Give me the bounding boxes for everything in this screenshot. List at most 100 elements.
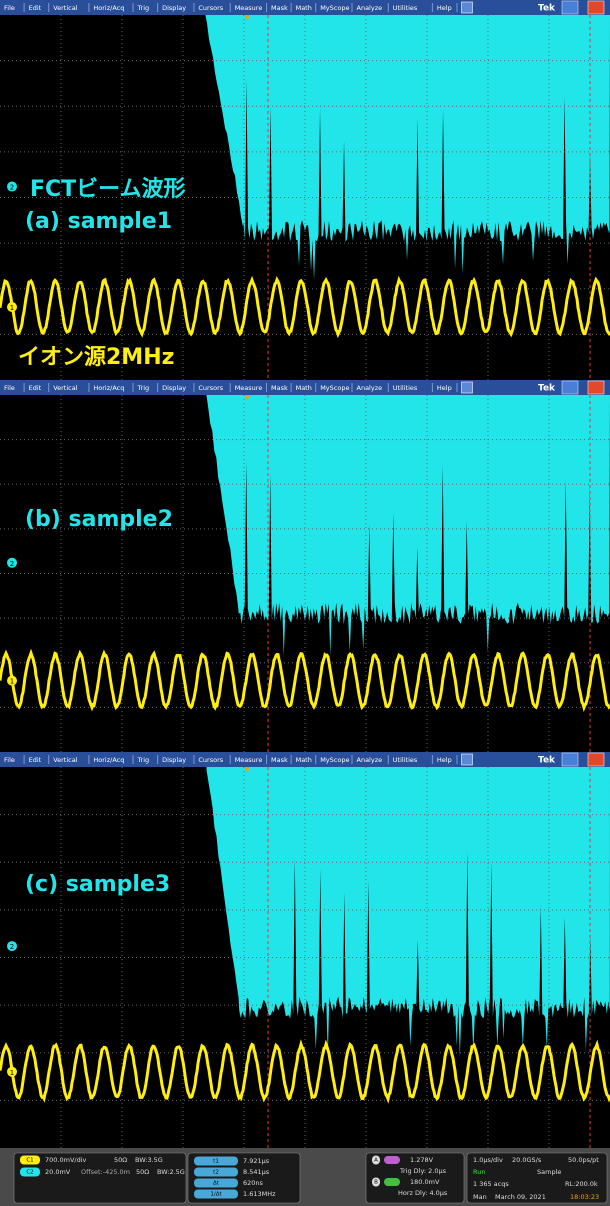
ch1-marker-label: 1 [10,678,14,686]
panel-label: (a) sample1 [25,209,172,234]
close-button[interactable] [588,381,604,394]
date: March 09, 2021 [495,1193,546,1201]
ch2-offset: Offset:-425.0m [81,1168,130,1176]
menu-item[interactable]: MyScope [320,756,349,764]
menu-item[interactable]: MyScope [320,4,349,12]
menu-item[interactable]: Display [162,756,186,764]
menu-item[interactable]: MyScope [320,384,349,392]
trigger-delay: Trig Dly: 2.0µs [399,1167,447,1175]
badge-label: A [374,1158,378,1164]
resolution: 50.0ps/pt [568,1156,599,1164]
menu-item[interactable]: Cursors [198,4,223,12]
menu-item[interactable]: Edit [29,4,42,12]
minimize-button[interactable] [562,381,578,394]
acq-mode: Sample [537,1168,561,1176]
cursor-value: 1.613MHz [243,1190,276,1198]
badge-label: C1 [26,1158,33,1164]
badge-label: B [374,1180,378,1186]
timebase: 1.0µs/div [473,1156,503,1164]
ch1-bw: BW:3.5G [135,1156,163,1164]
badge-label: 1/Δt [210,1192,222,1198]
ch2-term: 50Ω [136,1168,149,1176]
close-button[interactable] [588,753,604,766]
ch2-marker-label: 2 [10,560,14,568]
record-length: RL:200.0k [565,1180,598,1188]
minimize-button[interactable] [562,1,578,14]
ch1-marker-label: 1 [10,1069,14,1077]
menu-item[interactable]: Math [296,756,312,764]
menu-item[interactable]: Vertical [53,756,78,764]
menu-item[interactable]: Display [162,4,186,12]
badge-label: t1 [213,1159,219,1165]
menu-item[interactable]: Measure [235,756,263,764]
menu-item[interactable]: Mask [271,384,288,392]
menu-item[interactable]: Display [162,384,186,392]
ch2-scale: 20.0mV [45,1168,71,1176]
source-label: イオン源2MHz [18,345,174,370]
ch1-marker-label: 1 [10,304,14,312]
oscilloscope-screenshot: 1 2 FCTビーム波形 (a) sample1 イオン源2MHz File Edit Ver… [0,0,610,1206]
panel-label: (b) sample2 [25,507,173,532]
minimize-button[interactable] [562,753,578,766]
trigger-a-level: 1.278V [410,1156,434,1164]
menu-item[interactable]: Cursors [198,384,223,392]
cursor-value: 7.921µs [243,1157,270,1165]
acq-count: 1 365 acqs [473,1180,509,1188]
badge-label: Δt [213,1181,220,1187]
time: 18:03:23 [570,1193,599,1201]
menu-item[interactable]: Utilities [393,4,418,12]
menu-item[interactable]: Utilities [393,384,418,392]
menu-item[interactable]: Horiz/Acq [93,756,124,764]
menu-item[interactable]: Measure [235,384,263,392]
menu-item[interactable]: Help [437,756,452,764]
brand: Tek [538,756,556,766]
ch2-marker-label: 2 [10,943,14,951]
menu-item[interactable]: File [4,384,15,392]
menu-item[interactable]: Cursors [198,756,223,764]
ch2-marker-label: 2 [10,184,14,192]
horizontal-delay: Horz Dly: 4.0µs [398,1189,448,1197]
menu-item[interactable]: Trig [137,756,150,764]
menu-item[interactable]: File [4,4,15,12]
trigger-source [384,1178,400,1186]
menu-item[interactable]: Analyze [357,756,383,764]
menu-item[interactable]: Help [437,384,452,392]
badge-label: C2 [26,1170,33,1176]
trigger-b-level: 180.0mV [410,1178,440,1186]
menu-item[interactable]: Trig [137,384,150,392]
menu-item[interactable]: Edit [29,384,42,392]
menu-item[interactable]: Analyze [357,4,383,12]
ch2-bw: BW:2.5G [157,1168,185,1176]
menu-item[interactable]: Vertical [53,384,78,392]
menu-item[interactable]: Help [437,4,452,12]
ch1-scale: 700.0mV/div [45,1156,87,1164]
trigger-source [384,1156,400,1164]
menu-item[interactable]: File [4,756,15,764]
menu-item[interactable]: Math [296,384,312,392]
badge-label: t2 [213,1170,219,1176]
menu-item[interactable]: Math [296,4,312,12]
menu-item[interactable]: Edit [29,756,42,764]
panel-label: (c) sample3 [25,872,170,897]
menu-item[interactable]: Measure [235,4,263,12]
close-button[interactable] [588,1,604,14]
menu-item[interactable]: Mask [271,4,288,12]
trigger-mode: Man [473,1193,487,1201]
brand: Tek [538,4,556,14]
menu-item[interactable]: Trig [137,4,150,12]
run-state: Run [473,1168,485,1176]
menu-item[interactable]: Horiz/Acq [93,384,124,392]
menu-item[interactable]: Analyze [357,384,383,392]
menu-dropdown[interactable] [462,754,473,765]
menu-dropdown[interactable] [462,382,473,393]
menu-item[interactable]: Horiz/Acq [93,4,124,12]
cursor-value: 620ns [243,1179,264,1187]
brand: Tek [538,384,556,394]
menu-item[interactable]: Vertical [53,4,78,12]
panel-title: FCTビーム波形 [30,177,186,202]
menu-dropdown[interactable] [462,2,473,13]
cursor-value: 8.541µs [243,1168,270,1176]
menu-item[interactable]: Mask [271,756,288,764]
menu-item[interactable]: Utilities [393,756,418,764]
sample-rate: 20.0GS/s [512,1156,542,1164]
